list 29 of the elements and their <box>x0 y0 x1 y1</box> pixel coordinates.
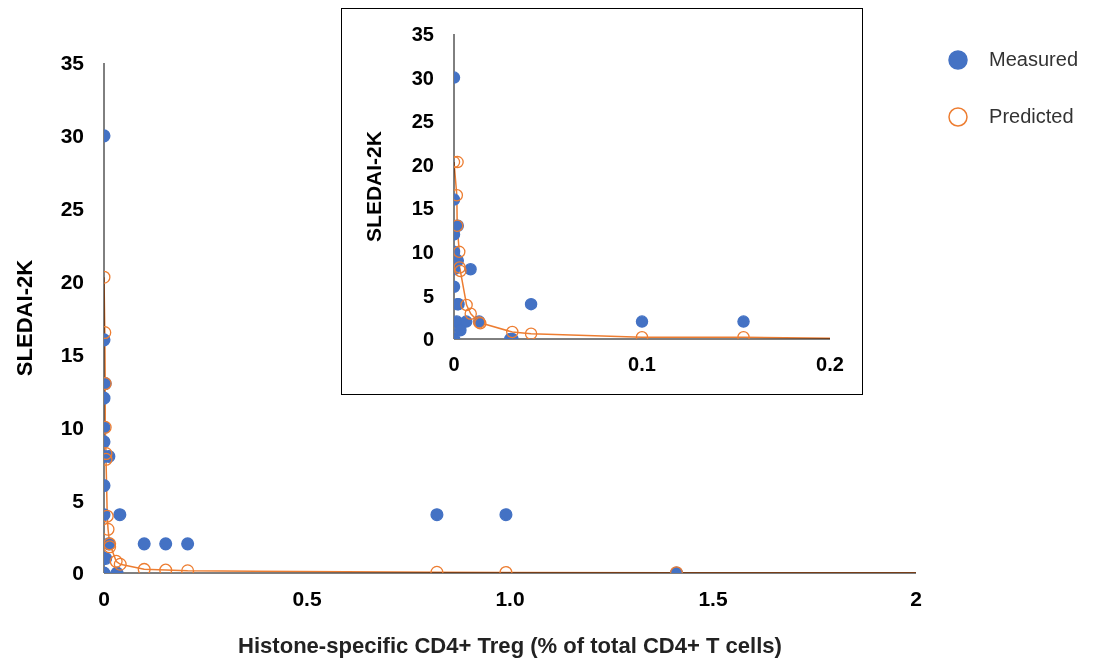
x-tick-label: 1.0 <box>495 586 525 610</box>
x-axis-title: Histone-specific CD4+ Treg (% of total CD4+ T cells) <box>238 633 782 658</box>
y-axis-title: SLEDAI-2K <box>11 259 37 377</box>
y-tick-label: 10 <box>411 240 434 263</box>
y-tick-label: 35 <box>60 51 85 75</box>
y-tick-label: 10 <box>60 415 84 439</box>
y-tick-label: 25 <box>60 197 85 221</box>
legend-label: Predicted <box>989 105 1074 128</box>
y-tick-label: 35 <box>411 23 434 46</box>
y-tick-label: 20 <box>411 153 434 176</box>
y-tick-label: 15 <box>411 197 434 220</box>
x-tick-label: 0.5 <box>292 586 322 610</box>
y-tick-label: 20 <box>60 270 84 294</box>
y-tick-label: 15 <box>60 342 85 366</box>
y-tick-label: 5 <box>72 488 85 512</box>
y-tick-label: 30 <box>60 124 84 148</box>
x-tick-label: 0 <box>448 353 460 376</box>
x-tick-label: 0.2 <box>816 353 844 376</box>
y-tick-label: 0 <box>72 561 84 585</box>
x-tick-label: 2 <box>910 586 922 610</box>
x-tick-label: 0 <box>98 586 110 610</box>
y-tick-label: 25 <box>411 110 434 133</box>
y-tick-label: 30 <box>411 66 434 89</box>
legend-label: Measured <box>989 48 1078 71</box>
y-axis-title: SLEDAI-2K <box>362 131 386 242</box>
x-tick-label: 0.1 <box>628 353 656 376</box>
y-tick-label: 5 <box>422 284 434 307</box>
y-tick-label: 0 <box>422 328 434 351</box>
x-tick-label: 1.5 <box>698 586 728 610</box>
